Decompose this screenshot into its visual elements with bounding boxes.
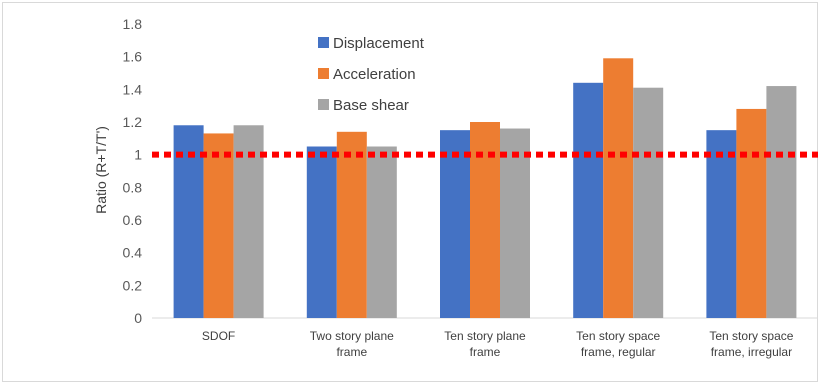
y-tick-label: 1.8: [123, 16, 143, 32]
category-label: Two story plane frame: [310, 329, 394, 359]
bar-acceleration: [203, 133, 234, 318]
y-tick-label: 1.2: [123, 114, 143, 130]
bar-acceleration: [336, 131, 367, 318]
y-tick-label: 0.4: [123, 245, 143, 261]
bar-displacement: [440, 130, 470, 318]
y-tick-label: 0.2: [123, 277, 143, 293]
bar-acceleration: [736, 108, 767, 318]
category-label-line: Two story plane: [310, 329, 394, 343]
y-tick-label: 0.8: [123, 179, 143, 195]
bar-base-shear: [633, 87, 664, 318]
bar-base-shear: [366, 146, 397, 318]
y-axis-title-group: Ratio (R+T/T'): [93, 126, 109, 214]
legend-swatch: [318, 99, 329, 110]
bar-acceleration: [603, 58, 634, 319]
y-axis-title: Ratio (R+T/T'): [93, 126, 109, 214]
bar-base-shear: [500, 128, 530, 318]
category-label-line: Ten story plane: [444, 329, 526, 343]
category-label: SDOF: [202, 329, 235, 343]
bar-acceleration: [470, 122, 500, 318]
legend-swatch: [318, 37, 329, 48]
y-tick-label: 1.4: [123, 81, 143, 97]
y-tick-label: 0.6: [123, 212, 143, 228]
y-tick-label: 1: [134, 147, 142, 163]
category-labels: SDOF Two story plane frame Ten story plane f…: [202, 329, 794, 359]
category-label-line: frame: [336, 345, 367, 359]
bar-displacement: [706, 130, 737, 318]
category-label-line: Ten story space: [576, 329, 660, 343]
legend-label: Acceleration: [333, 66, 416, 83]
category-label-line: Ten story space: [709, 329, 793, 343]
bar-displacement: [573, 82, 604, 318]
category-label: Ten story space frame, regular: [576, 329, 660, 359]
category-label: Ten story plane frame: [444, 329, 526, 359]
y-tick-label: 1.6: [123, 49, 143, 65]
legend-label: Base shear: [333, 97, 409, 114]
legend-swatch: [318, 68, 329, 79]
bar-series: [173, 58, 797, 319]
category-label-line: frame, irregular: [711, 345, 792, 359]
category-label-line: frame: [470, 345, 501, 359]
category-label: Ten story space frame, irregular: [709, 329, 793, 359]
category-label-line: SDOF: [202, 329, 235, 343]
y-tick-labels: 0 0.2 0.4 0.6 0.8 1 1.2 1.4 1.6 1.8: [123, 16, 143, 326]
category-label-line: frame, regular: [581, 345, 656, 359]
y-tick-label: 0: [134, 310, 142, 326]
legend-label: Displacement: [333, 35, 425, 52]
bar-base-shear: [766, 86, 797, 318]
bar-displacement: [306, 146, 337, 318]
legend: Displacement Acceleration Base shear: [318, 35, 425, 114]
